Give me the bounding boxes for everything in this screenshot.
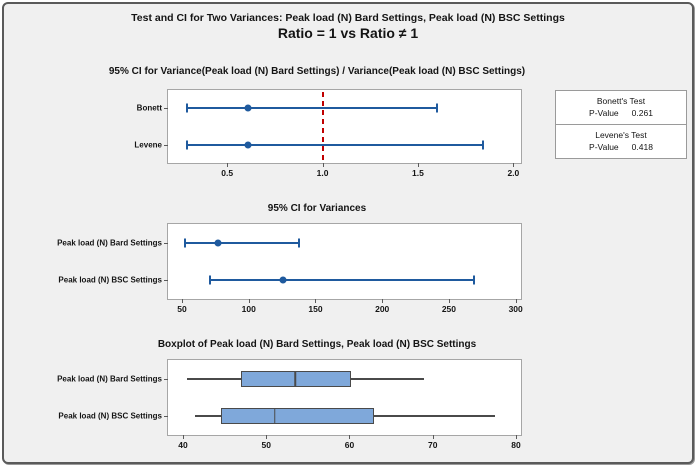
x-axis-tick xyxy=(248,299,250,303)
ci-point-estimate-marker[interactable] xyxy=(279,276,287,284)
levene-pvalue-label: P-Value xyxy=(589,142,619,152)
x-axis-tick xyxy=(182,299,183,303)
boxplot-iqr-box[interactable] xyxy=(221,408,375,425)
variance-tests-results-panel: Bonett's Test P-Value 0.261 Levene's Tes… xyxy=(555,90,687,159)
graph-header: Test and CI for Two Variances: Peak load… xyxy=(4,11,692,42)
ci-cap-right-icon xyxy=(481,140,484,150)
x-axis-tick-label: 50 xyxy=(177,304,187,314)
ci-cap-left-icon xyxy=(209,275,212,285)
x-axis-tick xyxy=(417,163,419,167)
ci-interval-line[interactable] xyxy=(209,275,476,285)
x-axis-tick-label: 60 xyxy=(344,440,355,450)
x-axis-tick-label: 250 xyxy=(441,304,457,314)
ci-cap-left-icon xyxy=(186,103,189,113)
x-axis-tick xyxy=(432,435,434,439)
ci-point-estimate-marker[interactable] xyxy=(244,141,252,149)
ci-variances-plot-title: 95% CI for Variances xyxy=(267,203,367,214)
levene-pvalue-value: 0.418 xyxy=(631,142,653,152)
ci-ratio-plot: 95% CI for Variance(Peak load (N) Bard S… xyxy=(4,4,692,462)
x-axis-tick xyxy=(349,435,351,439)
levene-test-title: Levene's Test xyxy=(595,130,647,140)
category-label: Peak load (N) BSC Settings xyxy=(58,411,162,421)
boxplot-median-line[interactable] xyxy=(273,408,276,425)
category-label: Levene xyxy=(134,140,162,150)
ci-point-estimate-marker[interactable] xyxy=(244,104,252,112)
x-axis-tick xyxy=(227,163,229,167)
bonett-pvalue-label: P-Value xyxy=(589,108,619,118)
boxplot: Boxplot of Peak load (N) Bard Settings, … xyxy=(4,4,692,462)
ci-point-estimate-marker[interactable] xyxy=(214,239,222,247)
x-axis-tick-label: 0.5 xyxy=(221,168,234,178)
category-label: Peak load (N) Bard Settings xyxy=(57,374,162,384)
ci-variances-plot: 95% CI for Variances 50 100 150 200 250 300 Pe… xyxy=(4,4,692,462)
x-axis-tick xyxy=(182,435,184,439)
hypothesis-reference-line[interactable] xyxy=(321,92,324,161)
y-axis-tick xyxy=(164,416,168,418)
x-axis-tick xyxy=(516,435,517,439)
x-axis-tick xyxy=(448,299,450,303)
bonett-test-cell: Bonett's Test P-Value 0.261 xyxy=(556,91,686,124)
ci-cap-left-icon xyxy=(183,238,186,248)
x-axis-tick xyxy=(513,163,515,167)
y-axis-tick xyxy=(164,144,168,146)
two-variances-graph-window: Test and CI for Two Variances: Peak load… xyxy=(2,2,694,464)
x-axis-tick-label: 300 xyxy=(508,304,523,314)
y-axis-tick xyxy=(164,378,168,380)
category-label: Peak load (N) Bard Settings xyxy=(57,238,162,248)
x-axis-tick-label: 150 xyxy=(308,304,323,314)
ci-interval-line[interactable] xyxy=(183,238,301,248)
ci-ratio-plot-frame[interactable]: 0.5 1.0 1.5 2.0 Bonett Levene xyxy=(134,89,522,178)
x-axis-tick-label: 1.0 xyxy=(316,168,329,178)
x-axis-tick-label: 1.5 xyxy=(412,168,424,178)
ci-interval-line[interactable] xyxy=(186,103,439,113)
boxplot-title: Boxplot of Peak load (N) Bard Settings, … xyxy=(157,339,477,350)
x-axis-tick xyxy=(315,299,317,303)
bonett-test-title: Bonett's Test xyxy=(596,96,646,106)
x-axis-tick xyxy=(266,435,268,439)
ci-cap-right-icon xyxy=(436,103,439,113)
ci-cap-right-icon xyxy=(473,275,476,285)
x-axis-tick-label: 200 xyxy=(375,304,390,314)
bonett-pvalue-row: P-Value 0.261 xyxy=(558,107,684,119)
levene-pvalue-row: P-Value 0.418 xyxy=(558,141,684,153)
bonett-pvalue-value: 0.261 xyxy=(631,108,653,118)
hypothesis-subtitle: Ratio = 1 vs Ratio ≠ 1 xyxy=(277,25,419,41)
x-axis-tick-label: 80 xyxy=(511,440,521,450)
ci-cap-left-icon xyxy=(186,140,189,150)
x-axis-tick xyxy=(382,299,384,303)
y-axis-tick xyxy=(164,108,168,110)
ci-interval-line[interactable] xyxy=(186,140,484,150)
boxplot-median-line[interactable] xyxy=(294,370,297,387)
x-axis-tick-label: 100 xyxy=(241,304,256,314)
x-axis-tick-label: 50 xyxy=(261,440,271,450)
x-axis-tick-label: 40 xyxy=(178,440,188,450)
boxplot-iqr-box[interactable] xyxy=(241,370,352,387)
x-axis-tick-label: 70 xyxy=(428,440,438,450)
y-axis-tick xyxy=(164,280,168,282)
x-axis-tick xyxy=(322,163,324,167)
ci-cap-right-icon xyxy=(298,238,301,248)
ci-variances-plot-frame[interactable]: 50 100 150 200 250 300 Peak load (N) Bard Sett… xyxy=(57,223,523,314)
x-axis-tick xyxy=(515,299,517,303)
category-label: Bonett xyxy=(136,103,162,113)
y-axis-tick xyxy=(164,242,168,244)
levene-test-cell: Levene's Test P-Value 0.418 xyxy=(556,124,686,158)
ci-ratio-plot-title: 95% CI for Variance(Peak load (N) Bard S… xyxy=(108,66,526,77)
graph-title: Test and CI for Two Variances: Peak load… xyxy=(131,12,565,24)
category-label: Peak load (N) BSC Settings xyxy=(58,275,162,285)
x-axis-tick-label: 2.0 xyxy=(507,168,520,178)
boxplot-frame[interactable]: 40 50 60 70 80 Peak load (N) Bard Settings Pea… xyxy=(57,359,522,450)
